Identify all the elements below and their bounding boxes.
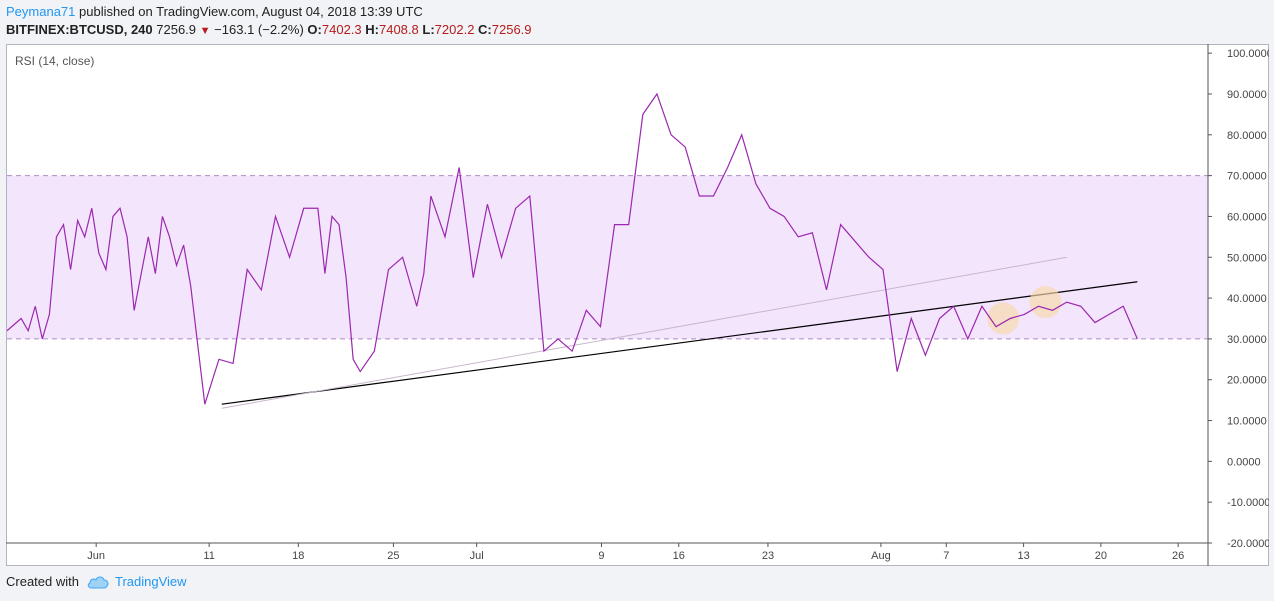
author-link[interactable]: Peymana71 [6, 4, 76, 19]
y-tick-label: 90.0000 [1227, 89, 1267, 101]
highlight-marker [987, 302, 1020, 335]
open-value: 7402.3 [321, 22, 362, 37]
footer: Created with TradingView [6, 574, 187, 589]
rsi-band [7, 175, 1208, 339]
x-tick-label: 16 [673, 550, 685, 562]
low-value: 7202.2 [434, 22, 475, 37]
y-tick-label: 20.0000 [1227, 375, 1267, 387]
symbol: BITFINEX:BTCUSD, 240 [6, 22, 153, 37]
high-label: H: [365, 22, 379, 37]
low-label: L: [422, 22, 435, 37]
price-change: −163.1 (−2.2%) [214, 22, 304, 37]
indicator-label: RSI (14, close) [15, 54, 94, 68]
x-tick-label: 20 [1095, 550, 1107, 562]
x-tick-label: 25 [387, 550, 399, 562]
publish-info: Peymana71 published on TradingView.com, … [6, 4, 423, 19]
x-tick-label: Aug [871, 550, 891, 562]
tradingview-logo-icon [87, 576, 109, 588]
y-tick-label: -20.0000 [1227, 538, 1269, 550]
x-tick-label: 26 [1172, 550, 1184, 562]
rsi-line [6, 92, 1138, 405]
x-tick-label: 18 [292, 550, 304, 562]
trendline-support [221, 281, 1138, 405]
published-text: published on TradingView.com, August 04,… [79, 4, 423, 19]
y-tick-label: 10.0000 [1227, 416, 1267, 428]
y-tick-label: 70.0000 [1227, 171, 1267, 183]
y-tick-label: 30.0000 [1227, 334, 1267, 346]
close-label: C: [478, 22, 492, 37]
x-tick-label: 23 [762, 550, 774, 562]
trendline-support-faint [221, 256, 1067, 409]
open-label: O: [307, 22, 322, 37]
x-tick-label: Jun [87, 550, 105, 562]
tradingview-link[interactable]: TradingView [114, 574, 187, 589]
x-tick-label: 11 [203, 550, 214, 562]
created-with-text: Created with [6, 574, 79, 589]
y-tick-label: -10.0000 [1227, 497, 1269, 509]
close-value: 7256.9 [491, 22, 532, 37]
down-arrow-icon: ▼ [199, 25, 211, 37]
rsi-chart[interactable]: 100.000090.000080.000070.000060.000050.0… [6, 44, 1269, 566]
y-tick-label: 40.0000 [1227, 293, 1267, 305]
high-value: 7408.8 [378, 22, 419, 37]
last-price: 7256.9 [156, 22, 197, 37]
y-tick-label: 100.0000 [1227, 48, 1269, 60]
symbol-info: BITFINEX:BTCUSD, 240 7256.9 ▼ −163.1 (−2… [6, 22, 532, 37]
x-tick-label: 13 [1017, 550, 1029, 562]
highlight-marker [1029, 286, 1062, 319]
x-tick-label: 7 [943, 550, 949, 562]
y-tick-label: 60.0000 [1227, 211, 1267, 223]
x-tick-label: Jul [470, 550, 484, 562]
x-tick-label: 9 [598, 550, 604, 562]
y-tick-label: 50.0000 [1227, 252, 1267, 264]
y-tick-label: 80.0000 [1227, 130, 1267, 142]
y-tick-label: 0.0000 [1227, 456, 1261, 468]
